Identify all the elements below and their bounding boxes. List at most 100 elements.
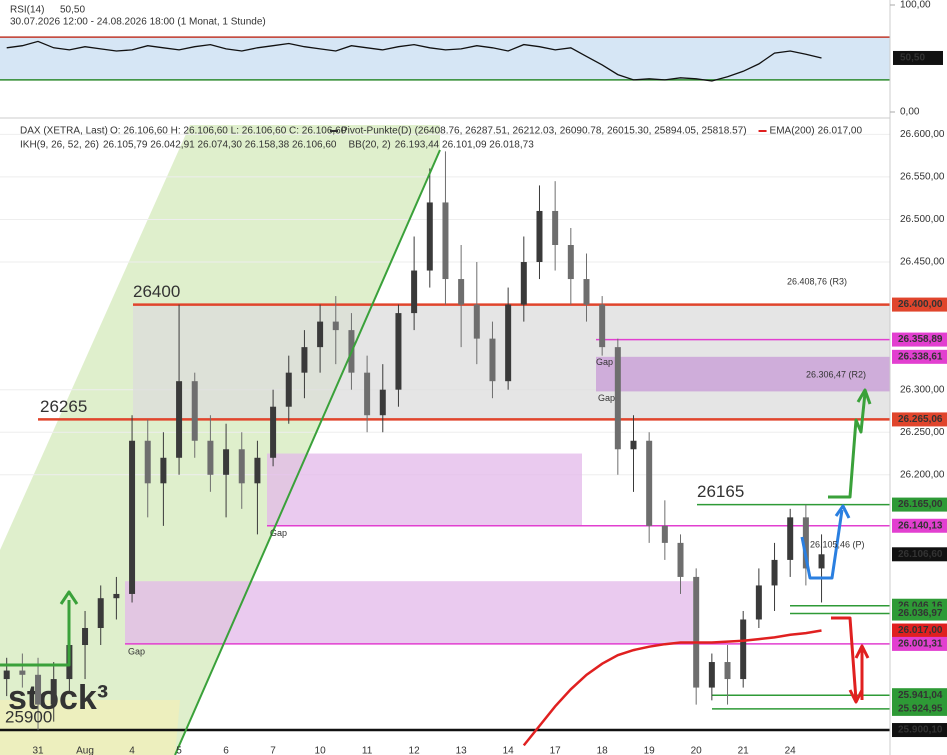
level-label: 26.001,31 bbox=[898, 639, 943, 650]
arrow-head bbox=[856, 388, 872, 405]
candle-body bbox=[599, 304, 606, 348]
candle-body bbox=[97, 598, 104, 628]
arrow bbox=[828, 392, 867, 499]
legend-name: EMA(200) bbox=[770, 126, 815, 137]
level-box bbox=[892, 547, 947, 562]
annotation: Gap bbox=[270, 528, 287, 538]
candle-body bbox=[583, 279, 590, 305]
level-box bbox=[892, 701, 947, 716]
candle-body bbox=[3, 670, 10, 680]
arrow bbox=[0, 600, 71, 667]
candle-body bbox=[426, 202, 433, 271]
rsi-line bbox=[6, 40, 822, 82]
arrow bbox=[854, 644, 870, 700]
candle-body bbox=[285, 372, 292, 407]
candle-body bbox=[818, 554, 825, 569]
candle-body bbox=[520, 262, 527, 305]
y-tick-label: 26.500,00 bbox=[900, 214, 945, 225]
level-box bbox=[892, 332, 947, 347]
candle-body bbox=[567, 245, 574, 280]
candle-body bbox=[113, 593, 120, 599]
level-box bbox=[892, 688, 947, 703]
level-box bbox=[892, 518, 947, 533]
price-panel: stock³ bbox=[0, 125, 890, 755]
y-tick-label: 26.200,00 bbox=[900, 469, 945, 480]
candle-body bbox=[35, 674, 42, 705]
x-tick-label: 13 bbox=[456, 746, 468, 755]
arrow-head bbox=[834, 504, 851, 519]
candle-body bbox=[787, 517, 794, 560]
level-label: 26.165,00 bbox=[898, 499, 943, 510]
x-tick-label: 14 bbox=[503, 746, 515, 755]
candle-body bbox=[395, 313, 402, 390]
x-tick-label: 7 bbox=[270, 746, 276, 755]
candle-body bbox=[379, 389, 386, 416]
y-tick-label: 26.300,00 bbox=[900, 384, 945, 395]
candle-body bbox=[317, 321, 324, 348]
candle-body bbox=[364, 372, 371, 416]
y-tick-label: 26.600,00 bbox=[900, 129, 945, 140]
ohlc: O: 26.106,60 H: 26.106,60 L: 26.106,60 C… bbox=[110, 126, 347, 137]
x-tick-label: 6 bbox=[223, 746, 229, 755]
price-title: DAX (XETRA, Last) bbox=[20, 126, 108, 137]
candle-body bbox=[646, 440, 653, 526]
candle-body bbox=[693, 576, 700, 688]
level-box bbox=[892, 349, 947, 364]
annotation: 26.105,46 (P) bbox=[810, 540, 865, 550]
candle-body bbox=[458, 279, 465, 305]
rsi-value: 50,50 bbox=[60, 5, 85, 16]
annotation: 26265 bbox=[40, 397, 87, 416]
level-label: 25.900,10 bbox=[898, 725, 943, 736]
candle-body bbox=[254, 457, 261, 484]
level-label: 26.338,61 bbox=[898, 351, 943, 362]
level-box bbox=[892, 623, 947, 638]
candle-body bbox=[802, 517, 809, 569]
shade bbox=[0, 700, 180, 755]
candle-body bbox=[160, 457, 167, 484]
annotation: Gap bbox=[598, 393, 615, 403]
level-box bbox=[892, 723, 947, 738]
annotation: 26165 bbox=[697, 482, 744, 501]
x-tick-label: 10 bbox=[315, 746, 327, 755]
annotation: Gap bbox=[128, 647, 145, 657]
candle-body bbox=[191, 381, 198, 441]
level-label: 25.924,95 bbox=[898, 704, 943, 715]
candle-body bbox=[661, 525, 668, 543]
candle-body bbox=[82, 627, 89, 646]
x-tick-label: 24 bbox=[785, 746, 797, 755]
x-tick-label: 21 bbox=[738, 746, 750, 755]
legend-text: 26.017,00 bbox=[818, 126, 863, 137]
x-tick-label: 19 bbox=[644, 746, 656, 755]
legend-name: BB(20, 2) bbox=[349, 140, 391, 151]
y-tick-label: 26.550,00 bbox=[900, 172, 945, 183]
x-tick-label: 31 bbox=[32, 746, 44, 755]
x-tick-label: 12 bbox=[409, 746, 421, 755]
level-label: 26.265,06 bbox=[898, 414, 943, 425]
x-tick-label: 20 bbox=[691, 746, 703, 755]
candle-body bbox=[50, 679, 57, 705]
legend-text: (26408.76, 26287.51, 26212.03, 26090.78,… bbox=[415, 126, 747, 137]
y-tick-label: 26.450,00 bbox=[900, 257, 945, 268]
candle-body bbox=[176, 381, 183, 458]
trend-channel bbox=[0, 125, 440, 755]
legend-text: 26.105,79 26.042,91 26.074,30 26.158,38 … bbox=[103, 140, 337, 151]
value-box-label: 50,50 bbox=[900, 53, 925, 64]
level-box bbox=[892, 497, 947, 512]
candle-body bbox=[708, 662, 715, 688]
rsi-subtitle: 30.07.2026 12:00 - 24.08.2026 18:00 (1 M… bbox=[10, 17, 266, 28]
candle-body bbox=[238, 449, 245, 484]
rsi-title: RSI(14) bbox=[10, 5, 44, 16]
candle-body bbox=[223, 449, 230, 475]
level-box bbox=[892, 606, 947, 621]
annotation: 26400 bbox=[133, 282, 180, 301]
y-tick-label: 100,00 bbox=[900, 0, 931, 11]
candle-body bbox=[411, 270, 418, 314]
arrow bbox=[831, 616, 858, 701]
level-box bbox=[892, 636, 947, 651]
candle-body bbox=[270, 406, 277, 458]
level-box bbox=[892, 412, 947, 427]
level-label: 26.017,00 bbox=[898, 625, 943, 636]
zone bbox=[267, 453, 582, 526]
